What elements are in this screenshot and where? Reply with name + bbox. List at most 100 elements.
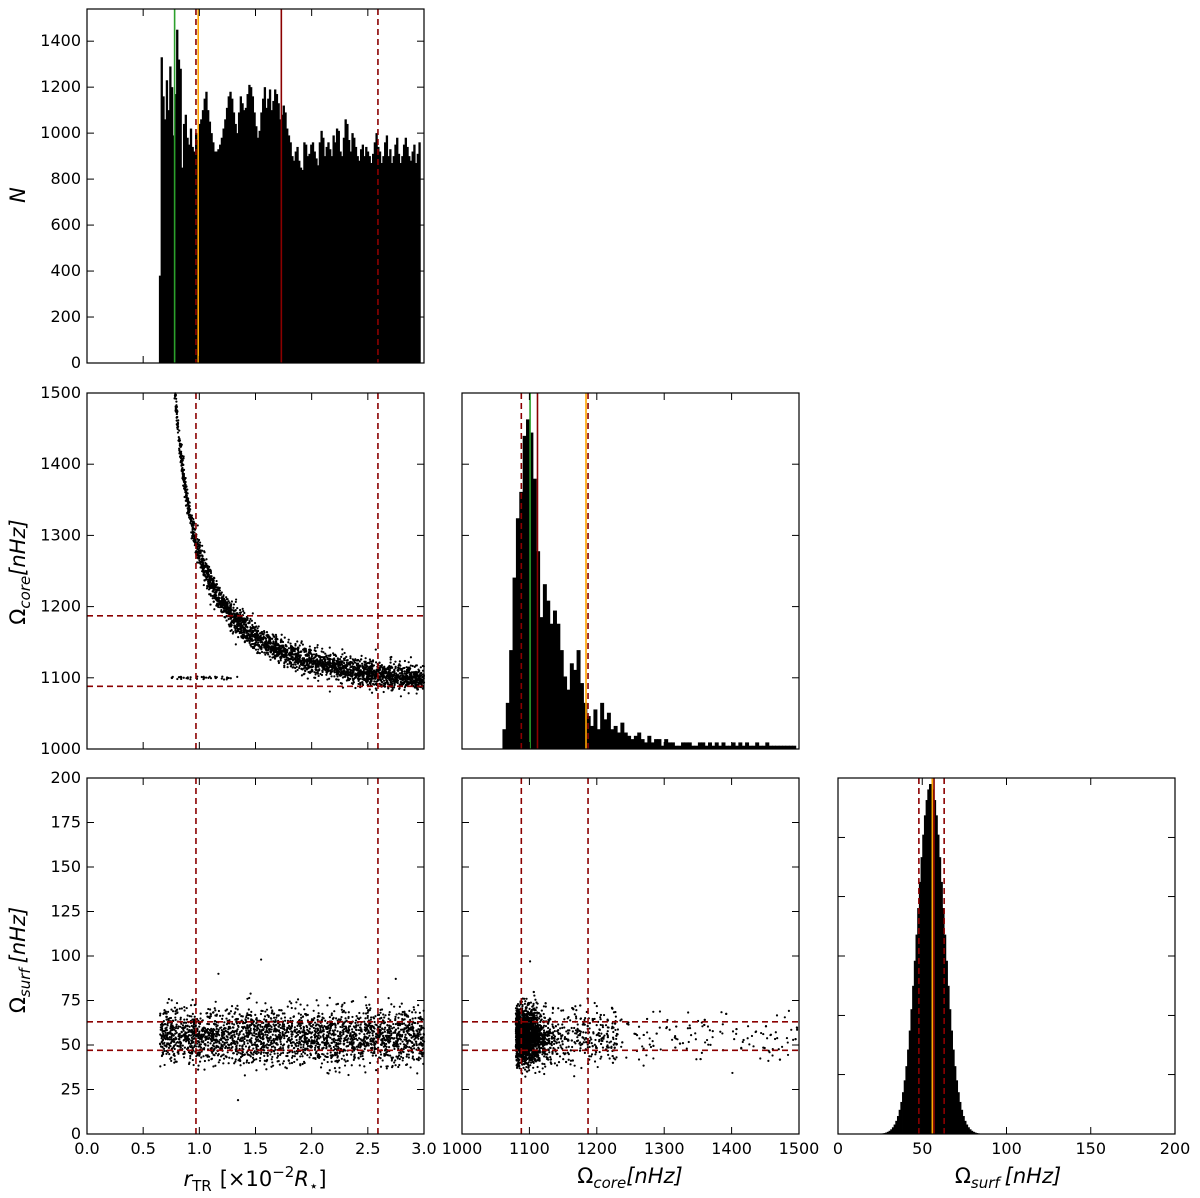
scatter-point: [257, 625, 260, 628]
scatter-point: [222, 1024, 225, 1027]
scatter-point: [384, 1026, 387, 1029]
scatter-point: [382, 667, 385, 670]
scatter-point: [184, 488, 187, 491]
scatter-point: [198, 541, 202, 544]
histogram-bar: [263, 87, 267, 363]
scatter-point: [330, 675, 333, 678]
scatter-point: [403, 666, 406, 670]
scatter-point: [341, 653, 344, 656]
scatter-point: [294, 644, 297, 647]
histogram-bar: [229, 91, 232, 364]
scatter-point: [338, 1066, 341, 1069]
scatter-point: [415, 664, 418, 667]
scatter-point: [262, 1051, 265, 1054]
scatter-point: [402, 674, 405, 677]
scatter-point: [164, 1038, 167, 1041]
scatter-point: [352, 1033, 355, 1037]
scatter-point: [379, 1011, 382, 1014]
histogram-bar: [181, 167, 184, 363]
scatter-point: [380, 1008, 384, 1011]
scatter-point: [234, 1058, 237, 1061]
scatter-point: [388, 675, 391, 678]
scatter-point: [387, 1017, 390, 1020]
scatter-point: [259, 1043, 263, 1046]
scatter-point: [270, 1017, 273, 1020]
scatter-point: [294, 655, 297, 659]
scatter-point: [392, 1037, 395, 1040]
scatter-point: [230, 1004, 234, 1008]
scatter-point: [182, 474, 185, 477]
scatter-point: [326, 668, 329, 671]
scatter-point: [308, 645, 311, 648]
scatter-point: [306, 677, 309, 680]
scatter-point: [252, 1047, 255, 1050]
scatter-point: [408, 673, 411, 676]
scatter-point: [183, 1005, 186, 1009]
scatter-point: [260, 650, 264, 654]
scatter-point: [287, 647, 291, 650]
histogram-bar: [313, 151, 316, 363]
scatter-point: [307, 652, 310, 656]
scatter-point: [294, 1007, 297, 1010]
scatter-point: [328, 665, 331, 668]
histogram-bar: [274, 89, 277, 364]
scatter-point: [290, 661, 293, 664]
scatter-point: [403, 659, 407, 663]
scatter-point: [356, 668, 359, 671]
scatter-point: [159, 1012, 162, 1015]
scatter-point: [192, 540, 196, 543]
scatter-point: [201, 570, 204, 573]
scatter-point: [221, 675, 224, 678]
scatter-point: [214, 1046, 218, 1049]
scatter-point: [379, 1065, 383, 1068]
scatter-point: [328, 1016, 331, 1019]
histogram-bar: [212, 142, 215, 363]
scatter-point: [397, 1027, 400, 1030]
histogram-bar: [346, 123, 349, 364]
scatter-point: [206, 1015, 209, 1018]
scatter-point: [199, 549, 202, 552]
scatter-point: [207, 1059, 210, 1062]
scatter-point: [349, 1025, 352, 1028]
scatter-point: [222, 1053, 225, 1056]
scatter-point: [369, 670, 372, 673]
scatter-point: [247, 622, 250, 625]
histogram-bar: [322, 137, 325, 363]
scatter-point: [411, 1011, 414, 1014]
scatter-point: [166, 1042, 169, 1045]
scatter-point: [257, 644, 260, 647]
scatter-point: [296, 1024, 299, 1028]
scatter-point: [263, 642, 266, 645]
scatter-point: [345, 1045, 349, 1048]
panel-frame: [86, 392, 425, 750]
scatter-point: [281, 1051, 285, 1054]
scatter-point: [234, 600, 237, 604]
scatter-point: [242, 636, 246, 639]
scatter-point: [274, 633, 278, 636]
scatter-point: [280, 633, 283, 636]
scatter-point: [400, 671, 403, 675]
scatter-point: [266, 1039, 270, 1042]
scatter-point: [325, 1055, 328, 1059]
scatter-point: [225, 596, 228, 599]
scatter-point: [264, 637, 268, 640]
scatter-point: [244, 1027, 247, 1030]
scatter-point: [189, 678, 192, 681]
scatter-point: [188, 516, 191, 519]
scatter-point: [292, 663, 295, 666]
scatter-point: [314, 649, 317, 653]
scatter-point: [301, 643, 304, 646]
scatter-point: [374, 1054, 377, 1057]
scatter-point: [271, 642, 274, 645]
scatter-point: [197, 554, 200, 557]
scatter-point: [322, 656, 325, 660]
histogram-bar: [370, 163, 373, 363]
scatter-point: [398, 660, 401, 663]
scatter-point: [290, 655, 294, 658]
scatter-point: [158, 1042, 162, 1045]
scatter-point: [313, 1017, 316, 1020]
histogram-bar: [236, 133, 239, 363]
scatter-point: [254, 642, 257, 645]
scatter-point: [257, 1051, 260, 1054]
